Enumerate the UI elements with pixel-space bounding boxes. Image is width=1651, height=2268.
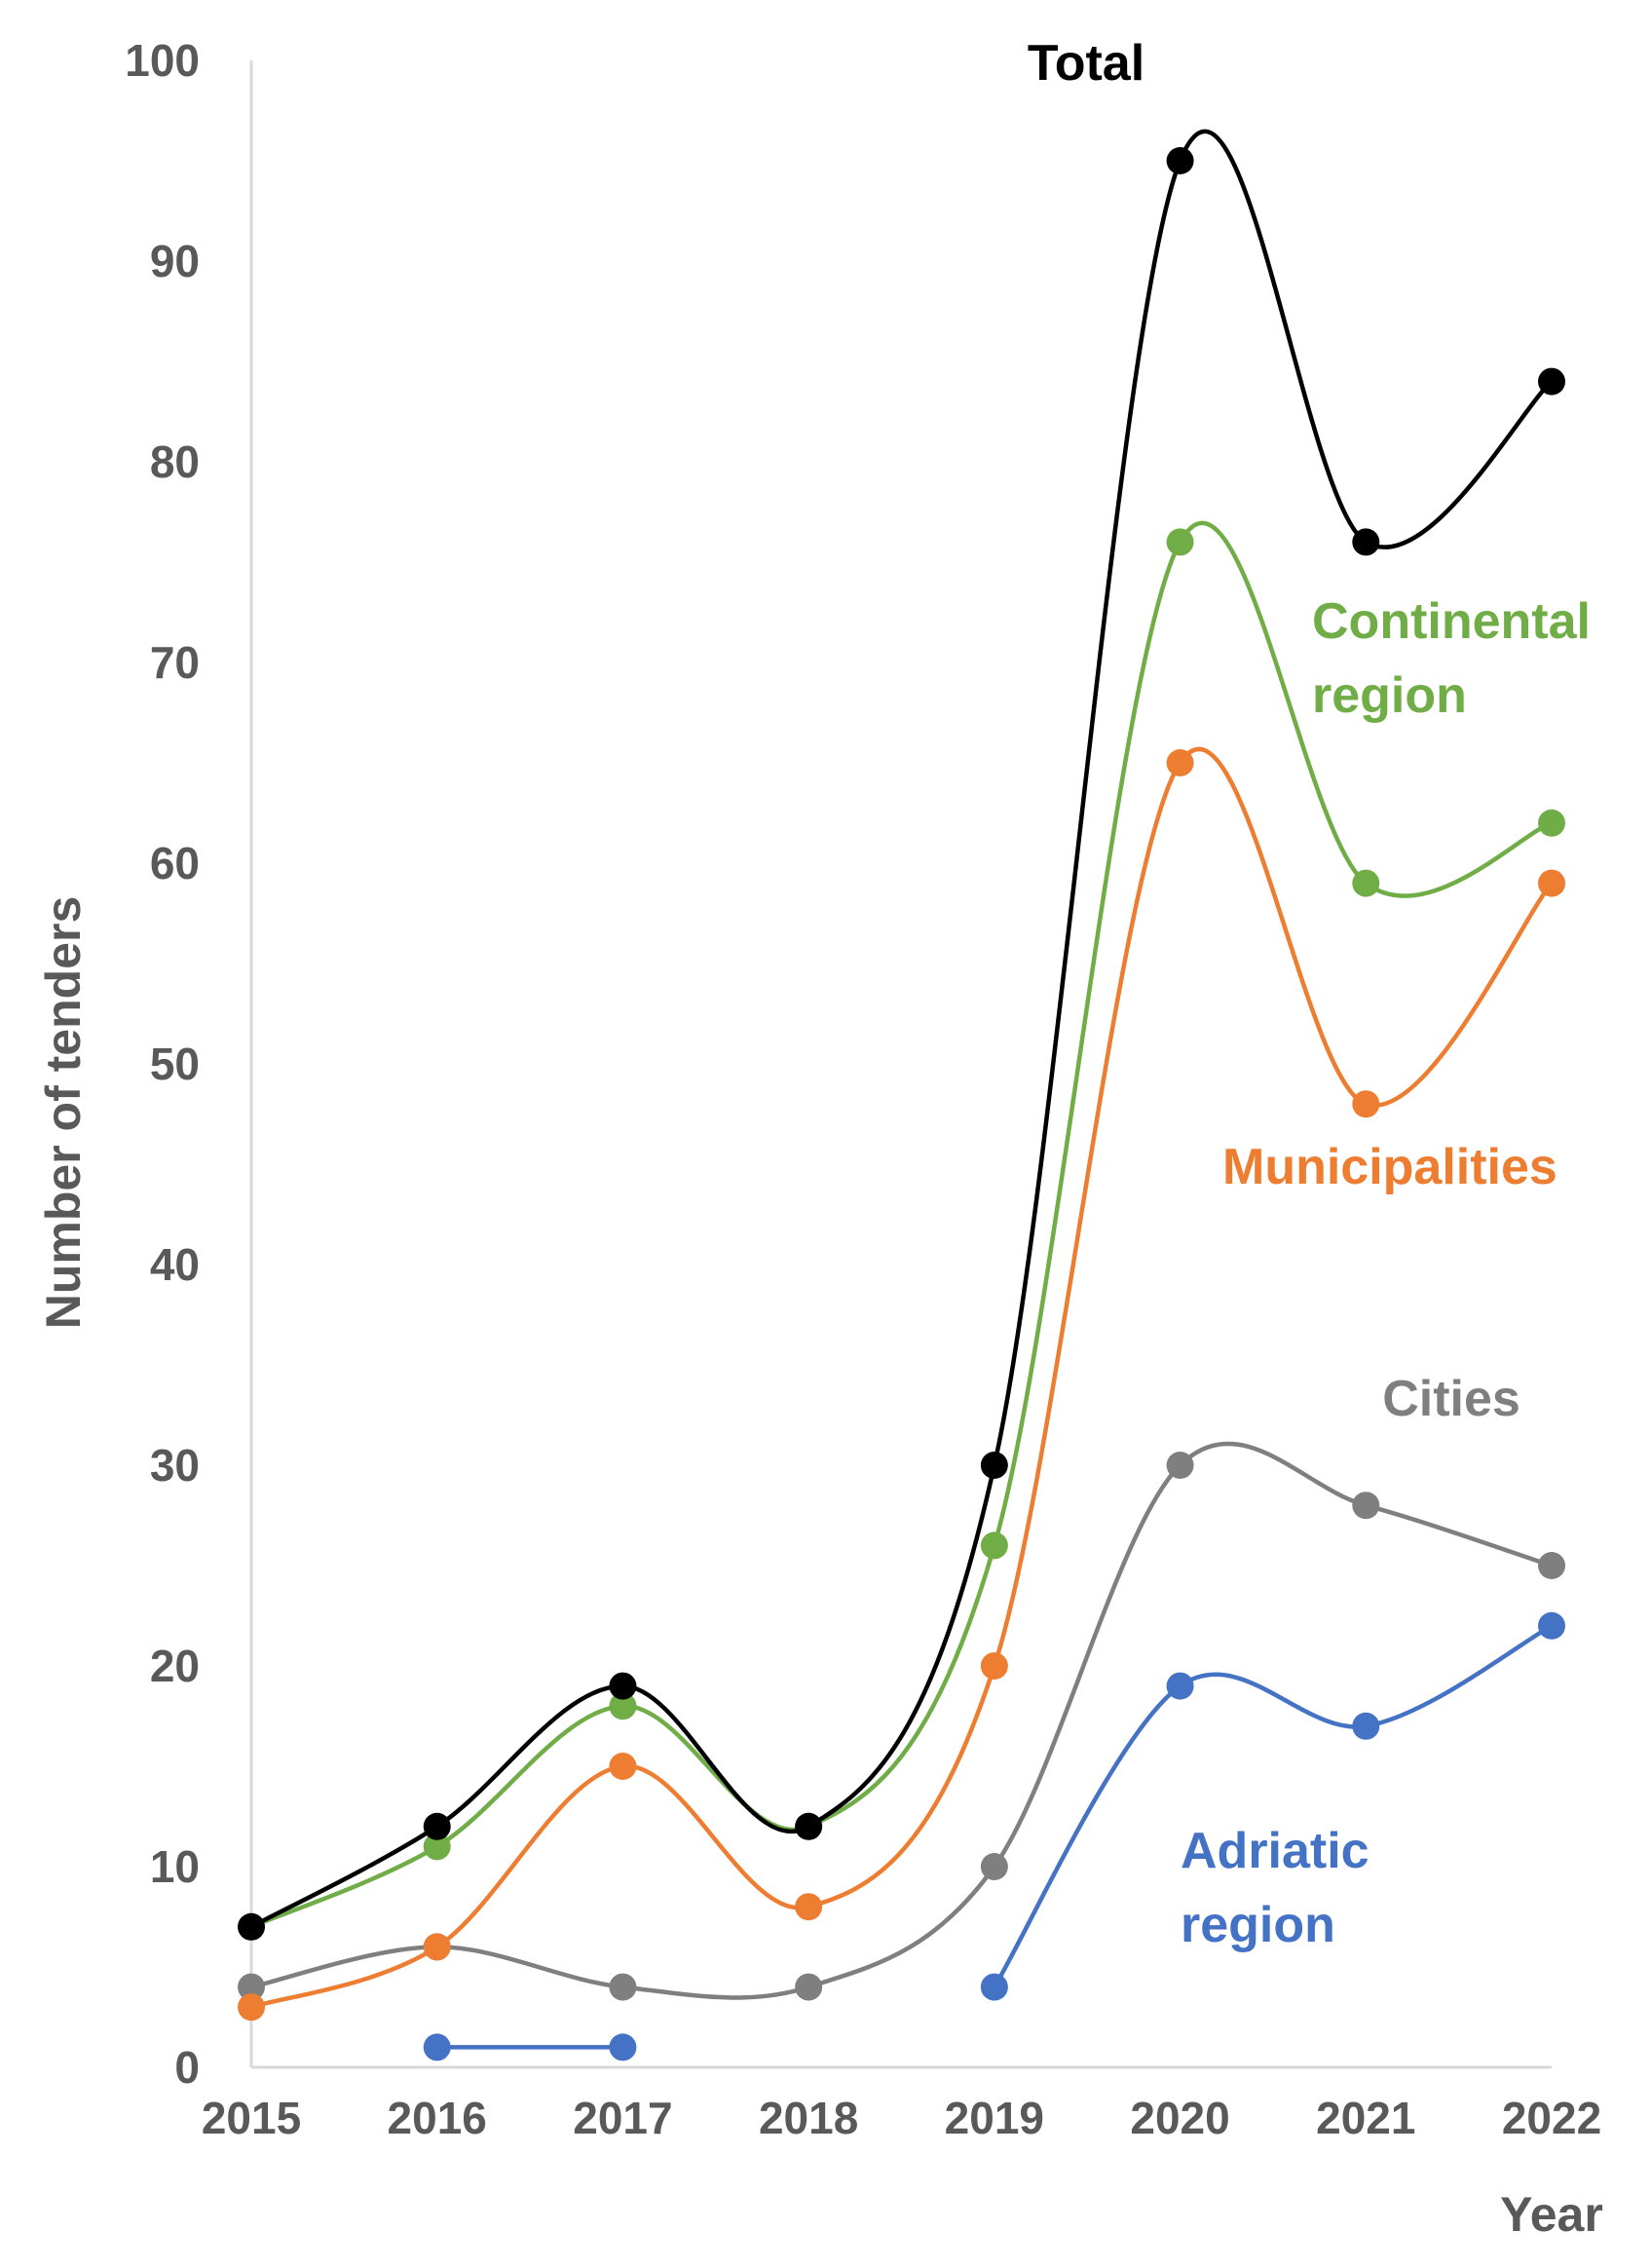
data-point-adriatic-region <box>1352 1712 1380 1740</box>
x-tick-label: 2015 <box>202 2093 301 2143</box>
series-label-adriatic-region: region <box>1181 1897 1335 1953</box>
x-tick-label: 2021 <box>1316 2093 1415 2143</box>
series-label-municipalities: Municipalities <box>1222 1139 1557 1195</box>
y-tick-label: 50 <box>150 1039 200 1089</box>
y-tick-label: 70 <box>150 637 200 688</box>
data-point-adriatic-region <box>1166 1672 1194 1700</box>
data-point-total <box>238 1912 265 1941</box>
series-label-continental-region: Continental <box>1312 593 1591 650</box>
y-tick-label: 40 <box>150 1239 200 1290</box>
data-point-municipalities <box>238 1993 265 2022</box>
data-point-total <box>609 1672 637 1700</box>
data-point-adriatic-region <box>609 2033 637 2061</box>
x-tick-label: 2017 <box>573 2093 672 2143</box>
data-point-municipalities <box>609 1753 637 1780</box>
data-point-cities <box>980 1853 1008 1880</box>
data-point-total <box>1538 367 1565 396</box>
data-point-continental-region <box>1538 809 1565 837</box>
x-tick-label: 2016 <box>388 2093 487 2143</box>
data-point-total <box>1166 147 1194 174</box>
data-point-municipalities <box>1352 1090 1380 1118</box>
y-tick-label: 20 <box>150 1641 200 1691</box>
data-point-cities <box>1352 1492 1380 1520</box>
data-point-continental-region <box>609 1692 637 1720</box>
series-label-adriatic-region: Adriatic <box>1181 1823 1370 1879</box>
series-label-total: Total <box>1028 35 1144 92</box>
data-point-cities <box>1538 1552 1565 1579</box>
y-tick-label: 80 <box>150 436 200 487</box>
data-point-cities <box>795 1973 823 2001</box>
x-tick-label: 2020 <box>1130 2093 1229 2143</box>
y-tick-label: 30 <box>150 1440 200 1491</box>
y-tick-label: 0 <box>174 2042 200 2093</box>
data-point-municipalities <box>1538 869 1565 897</box>
data-point-municipalities <box>1166 749 1194 776</box>
series-label-continental-region: region <box>1312 667 1467 724</box>
data-point-total <box>423 1812 451 1840</box>
data-point-cities <box>609 1973 637 2001</box>
series-line-cities <box>248 1441 1555 2000</box>
data-point-adriatic-region <box>980 1973 1008 2001</box>
data-point-continental-region <box>1352 869 1380 897</box>
y-axis-title: Number of tenders <box>36 896 91 1330</box>
data-point-municipalities <box>795 1893 823 1921</box>
data-point-adriatic-region <box>1538 1611 1565 1640</box>
axes: 0 10 20 30 40 50 60 70 80 90 100 2015 2016 2017 2018 20… <box>36 35 1603 2242</box>
x-tick-label: 2022 <box>1502 2093 1601 2143</box>
data-point-cities <box>238 1973 265 2001</box>
x-tick-label: 2018 <box>759 2093 858 2143</box>
series-points <box>238 147 1565 2061</box>
y-tick-label: 100 <box>125 35 200 86</box>
data-point-total <box>1352 528 1380 556</box>
data-point-continental-region <box>1166 528 1194 556</box>
series-label-cities: Cities <box>1382 1371 1520 1427</box>
data-point-cities <box>1166 1452 1194 1479</box>
y-tick-label: 90 <box>150 236 200 286</box>
series-line-total <box>248 129 1555 1930</box>
data-point-municipalities <box>423 1933 451 1961</box>
data-point-municipalities <box>980 1652 1008 1680</box>
data-point-continental-region <box>980 1531 1008 1560</box>
series-lines <box>248 129 1555 2050</box>
x-axis-title: Year <box>1500 2187 1603 2242</box>
x-tick-label: 2019 <box>945 2093 1044 2143</box>
data-point-total <box>795 1812 823 1840</box>
data-point-total <box>980 1452 1008 1479</box>
series-line-adriatic-region <box>992 1623 1555 1989</box>
y-tick-label: 10 <box>150 1841 200 1892</box>
data-point-continental-region <box>423 1833 451 1861</box>
data-point-adriatic-region <box>423 2033 451 2061</box>
labels: Total Continental region Municipalities Citi… <box>1028 35 1591 1953</box>
y-tick-label: 60 <box>150 838 200 888</box>
